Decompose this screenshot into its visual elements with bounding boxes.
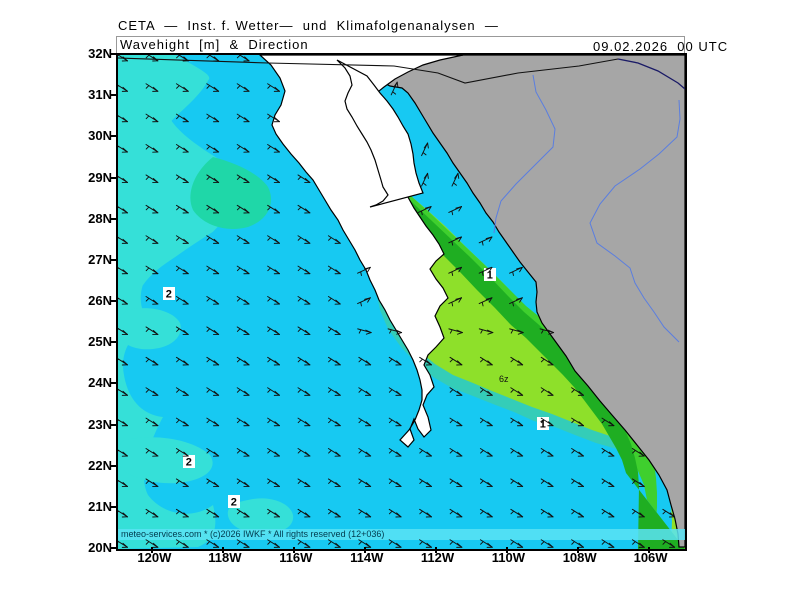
svg-text:6z: 6z <box>499 374 509 384</box>
svg-text:meteo-services.com * (c)2026: meteo-services.com * (c)2026 IWKF * All … <box>121 529 384 539</box>
svg-text:2: 2 <box>186 457 192 469</box>
svg-text:2: 2 <box>231 497 237 509</box>
svg-text:2: 2 <box>166 289 172 301</box>
